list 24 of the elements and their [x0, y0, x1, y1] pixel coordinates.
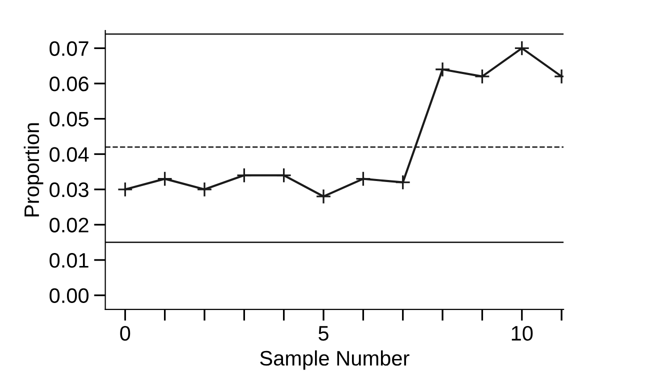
y-tick-label: 0.05 [50, 112, 88, 127]
y-tick-label: 0.00 [50, 288, 89, 304]
point [157, 171, 173, 187]
point [276, 168, 292, 184]
point [355, 171, 371, 187]
y-tick-label: 0.07 [50, 41, 88, 56]
y-tick-label: 0.03 [50, 182, 88, 198]
point [316, 188, 332, 204]
y-tick-label: 0.06 [50, 76, 88, 92]
y-tick-label: 0.01 [50, 253, 88, 268]
point [117, 182, 133, 198]
x-tick-label: 0 [120, 326, 130, 341]
point [474, 68, 490, 84]
x-tick-label: 5 [318, 326, 328, 341]
point [395, 174, 411, 190]
point [196, 182, 212, 198]
point [514, 40, 530, 56]
point [434, 62, 450, 78]
point [236, 168, 252, 184]
y-tick-label: 0.02 [50, 218, 88, 232]
x-tick-label: 10 [512, 326, 533, 341]
y-axis-title: Proportion [24, 123, 44, 216]
y-tick-label: 0.04 [50, 147, 89, 162]
x-axis-title: Sample Number [260, 350, 410, 370]
